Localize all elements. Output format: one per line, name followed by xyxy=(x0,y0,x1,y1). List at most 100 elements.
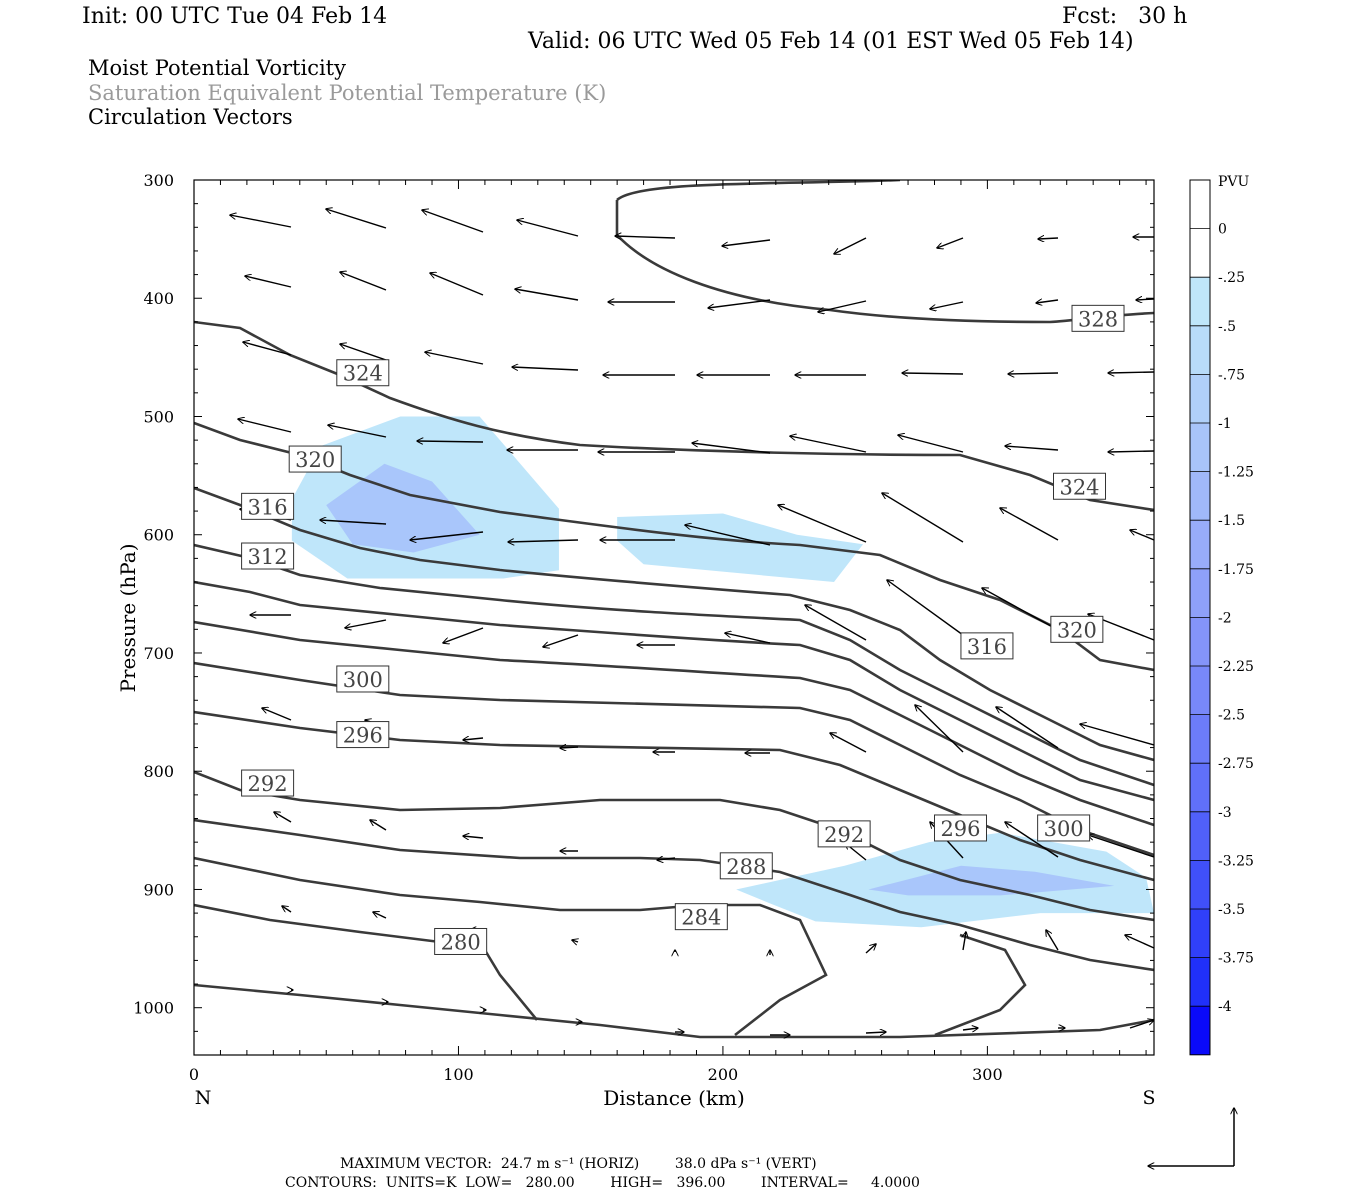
vector-arrow xyxy=(282,906,292,913)
contour-line xyxy=(934,933,1027,1037)
colorbar: 0 -.25 -.5 -.75 -1 -1.25 -1.5 -1.75 -2 -2.25 -2.5 -… xyxy=(1189,179,1254,1056)
colorbar-cell xyxy=(1190,325,1210,375)
colorbar-cell xyxy=(1190,957,1210,1007)
vector-arrow xyxy=(517,220,579,237)
vector-arrow xyxy=(805,605,867,641)
vector-arrow xyxy=(328,425,387,438)
contour-label-box xyxy=(1071,304,1125,332)
vector-arrow xyxy=(962,1028,978,1030)
theta-es-contours xyxy=(194,180,1154,1039)
contour-label: 292 xyxy=(248,772,288,796)
vector-arrow xyxy=(425,352,484,365)
vector-arrow xyxy=(725,633,771,644)
contour-line xyxy=(194,421,1154,672)
contour-label: 300 xyxy=(343,668,383,692)
colorbar-cell xyxy=(1190,520,1210,569)
contour-line xyxy=(194,620,1154,827)
vector-arrow xyxy=(370,820,387,831)
vector-arrow xyxy=(245,276,292,288)
vector-arrow xyxy=(657,858,676,860)
contour-info: CONTOURS: UNITS=K LOW= 280.00 HIGH= 396.… xyxy=(285,1175,920,1191)
contour-line xyxy=(616,180,901,202)
colorbar-title: PVU xyxy=(1218,174,1250,190)
valid-time: Valid: 06 UTC Wed 05 Feb 14 (01 EST Wed … xyxy=(528,29,1134,54)
vector-arrow xyxy=(417,441,484,442)
contour-line xyxy=(194,486,1154,762)
colorbar-cell xyxy=(1190,909,1210,958)
vector-arrow xyxy=(572,940,578,942)
mpv-region xyxy=(868,865,1115,896)
vector-arrow xyxy=(685,525,771,546)
colorbar-label: -3.75 xyxy=(1218,951,1254,967)
vector-arrow xyxy=(790,436,867,453)
vector-arrow xyxy=(508,540,579,542)
mpv-region xyxy=(617,513,864,583)
x-tick-label: 300 xyxy=(972,1065,1003,1084)
colorbar-label: 0 xyxy=(1218,222,1227,238)
vector-arrow xyxy=(963,932,966,951)
x-tick-label: 200 xyxy=(708,1065,739,1084)
x-axis-title: Distance (km) xyxy=(603,1086,745,1110)
contour-label: 284 xyxy=(681,906,721,930)
field-name-mpv: Moist Potential Vorticity xyxy=(88,56,346,80)
contour-label-box xyxy=(336,665,390,693)
reference-vector xyxy=(1148,1108,1234,1166)
colorbar-cell xyxy=(1190,423,1210,472)
vector-arrow xyxy=(887,580,964,636)
contour-line xyxy=(194,770,1154,922)
contour-label-box xyxy=(933,814,987,842)
contour-label-box xyxy=(241,769,295,797)
contour-label-box xyxy=(336,721,390,749)
vector-arrow xyxy=(882,493,964,543)
contour-label-box xyxy=(960,632,1014,660)
vector-arrow xyxy=(1080,724,1154,746)
vector-arrow xyxy=(1108,451,1154,452)
contour-line xyxy=(194,818,1154,972)
vector-arrow xyxy=(422,210,484,233)
y-tick-label: 1000 xyxy=(133,999,174,1018)
contour-label: 300 xyxy=(1044,817,1084,841)
x-tick-label: 100 xyxy=(443,1065,474,1084)
colorbar-cell xyxy=(1190,277,1210,326)
vector-arrow xyxy=(512,367,579,370)
vector-arrow xyxy=(1088,835,1154,858)
vector-arrow xyxy=(722,239,771,246)
vector-arrow xyxy=(543,634,579,647)
x-tick-label: 0 xyxy=(189,1065,199,1084)
y-tick-label: 600 xyxy=(143,526,174,545)
colorbar-cell xyxy=(1190,471,1210,521)
y-tick-label: 900 xyxy=(143,880,174,899)
vector-arrow xyxy=(1005,822,1059,858)
axis-ticks xyxy=(193,179,1154,1056)
colorbar-label: -2.75 xyxy=(1218,756,1254,772)
contour-label-box xyxy=(1037,814,1091,842)
vector-arrow xyxy=(1038,238,1059,239)
vector-arrow xyxy=(902,373,964,374)
colorbar-cell xyxy=(1190,811,1210,861)
vector-arrow xyxy=(834,237,867,254)
colorbar-cell xyxy=(1190,228,1210,278)
contour-label: 324 xyxy=(1059,475,1099,499)
contour-label: 296 xyxy=(940,817,980,841)
vector-arrow xyxy=(1046,930,1059,951)
vector-arrow xyxy=(463,836,484,838)
max-vector-note: MAXIMUM VECTOR: 24.7 m s⁻¹ (HORIZ) 38.0 … xyxy=(340,1156,817,1172)
vector-arrow xyxy=(515,289,579,301)
contour-label: 316 xyxy=(248,495,288,519)
vector-arrow xyxy=(1108,372,1154,373)
colorbar-label: -.5 xyxy=(1218,319,1236,335)
colorbar-label: -2.25 xyxy=(1218,659,1254,675)
vector-arrow xyxy=(243,342,292,356)
vector-arrow xyxy=(238,419,292,433)
contour-line xyxy=(194,983,1154,1039)
contour-line xyxy=(615,200,1154,324)
contour-label: 292 xyxy=(824,823,864,847)
vector-arrow xyxy=(410,531,484,540)
colorbar-label: -3.25 xyxy=(1218,853,1254,869)
colorbar-label: -2.5 xyxy=(1218,708,1245,724)
colorbar-cell xyxy=(1190,714,1210,764)
contour-label: 296 xyxy=(343,724,383,748)
y-tick-labels: 300 400 500 600 700 800 900 1000 xyxy=(133,171,174,1018)
colorbar-label: -3 xyxy=(1218,805,1232,821)
contour-label: 312 xyxy=(248,545,288,569)
